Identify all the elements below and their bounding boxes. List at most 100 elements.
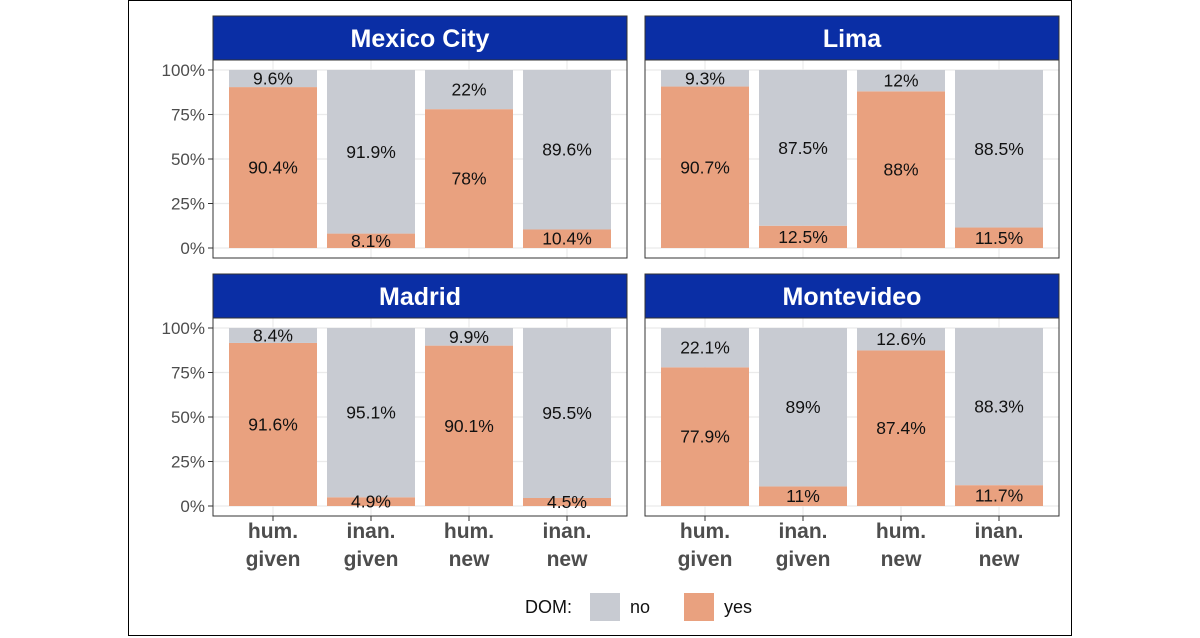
bar-no bbox=[425, 328, 513, 346]
bar-label-yes: 11.5% bbox=[975, 228, 1023, 248]
figure-frame bbox=[128, 0, 1072, 636]
bar-label-yes: 10.4% bbox=[542, 229, 592, 249]
bar-label-no: 88.3% bbox=[974, 397, 1024, 417]
y-tick-label: 75% bbox=[171, 106, 205, 125]
bar-label-yes: 88% bbox=[883, 160, 918, 180]
bar-label-no: 8.4% bbox=[253, 325, 293, 345]
bar-no bbox=[523, 328, 611, 498]
bar-yes bbox=[425, 109, 513, 248]
y-tick-label: 25% bbox=[171, 195, 205, 214]
x-tick-label-line2: given bbox=[344, 548, 399, 571]
legend-key-yes bbox=[684, 593, 714, 621]
legend-label-yes: yes bbox=[724, 597, 752, 617]
bar-label-no: 9.3% bbox=[685, 68, 725, 88]
bar-label-yes: 87.4% bbox=[876, 418, 926, 438]
bar-no bbox=[955, 70, 1043, 228]
bar-no bbox=[661, 70, 749, 87]
legend-label-no: no bbox=[630, 597, 650, 617]
bar-yes bbox=[229, 342, 317, 506]
bar-label-yes: 78% bbox=[451, 169, 486, 189]
bar-label-yes: 8.1% bbox=[351, 231, 391, 251]
x-tick-label-line1: hum. bbox=[444, 520, 494, 543]
bar-label-no: 9.9% bbox=[449, 327, 489, 347]
bar-yes bbox=[857, 350, 945, 506]
bar-yes bbox=[857, 91, 945, 248]
bar-no bbox=[229, 70, 317, 88]
bar-label-no: 95.5% bbox=[542, 403, 592, 423]
bar-label-no: 12% bbox=[883, 71, 918, 91]
bar-yes bbox=[229, 87, 317, 248]
bar-label-yes: 90.1% bbox=[444, 416, 494, 436]
bar-label-no: 89.6% bbox=[542, 140, 592, 160]
bar-label-no: 89% bbox=[785, 397, 820, 417]
bar-yes bbox=[425, 345, 513, 506]
facet-strip bbox=[212, 273, 628, 319]
facet-strip bbox=[644, 15, 1060, 61]
x-tick-label-line1: inan. bbox=[778, 520, 827, 543]
x-tick-label-line1: hum. bbox=[680, 520, 730, 543]
bar-yes bbox=[327, 233, 415, 248]
bar-label-no: 95.1% bbox=[346, 403, 396, 423]
bar-label-no: 12.6% bbox=[876, 329, 926, 349]
x-tick-label-line2: given bbox=[776, 548, 831, 571]
bar-no bbox=[229, 328, 317, 343]
bar-yes bbox=[759, 225, 847, 248]
bar-no bbox=[327, 328, 415, 498]
bar-no bbox=[759, 70, 847, 226]
bar-yes bbox=[661, 367, 749, 506]
bar-label-yes: 91.6% bbox=[248, 414, 298, 434]
bar-yes bbox=[955, 227, 1043, 248]
x-tick-label-line2: given bbox=[246, 548, 301, 571]
bar-label-no: 22.1% bbox=[680, 338, 730, 358]
x-tick-label-line1: hum. bbox=[876, 520, 926, 543]
x-tick-label-line2: new bbox=[979, 548, 1021, 571]
bar-label-yes: 11.7% bbox=[975, 486, 1023, 506]
y-tick-label: 75% bbox=[171, 364, 205, 383]
legend-title: DOM: bbox=[525, 597, 572, 617]
x-tick-label-line1: inan. bbox=[346, 520, 395, 543]
bar-no bbox=[425, 70, 513, 110]
panel-border bbox=[644, 317, 1060, 517]
bar-yes bbox=[661, 86, 749, 248]
legend-key-no bbox=[590, 593, 620, 621]
bar-label-yes: 11% bbox=[786, 486, 820, 506]
bar-label-yes: 4.5% bbox=[547, 492, 587, 512]
bar-yes bbox=[523, 229, 611, 248]
y-tick-label: 50% bbox=[171, 408, 205, 427]
panel-border bbox=[644, 59, 1060, 259]
bar-no bbox=[857, 328, 945, 351]
facet-title: Mexico City bbox=[351, 25, 490, 53]
bar-no bbox=[955, 328, 1043, 486]
bar-label-no: 88.5% bbox=[974, 139, 1024, 159]
bar-yes bbox=[523, 497, 611, 506]
x-tick-label-line1: inan. bbox=[974, 520, 1023, 543]
x-tick-label-line2: new bbox=[881, 548, 923, 571]
bar-no bbox=[523, 70, 611, 230]
bar-no bbox=[661, 328, 749, 368]
bar-yes bbox=[327, 497, 415, 506]
bar-label-yes: 12.5% bbox=[778, 227, 828, 247]
facet-title: Lima bbox=[823, 25, 882, 53]
x-tick-label-line2: new bbox=[449, 548, 491, 571]
x-tick-label-line2: new bbox=[547, 548, 589, 571]
bar-label-no: 91.9% bbox=[346, 142, 396, 162]
facet-title: Madrid bbox=[379, 283, 461, 311]
facet-title: Montevideo bbox=[783, 283, 922, 311]
bar-yes bbox=[759, 486, 847, 506]
bar-label-no: 9.6% bbox=[253, 69, 293, 89]
x-tick-label-line2: given bbox=[678, 548, 733, 571]
bar-label-yes: 90.4% bbox=[248, 158, 298, 178]
y-tick-label: 25% bbox=[171, 453, 205, 472]
bar-yes bbox=[955, 485, 1043, 506]
bar-no bbox=[759, 328, 847, 487]
x-tick-label-line1: inan. bbox=[542, 520, 591, 543]
x-tick-label-line1: hum. bbox=[248, 520, 298, 543]
bar-label-yes: 4.9% bbox=[351, 492, 391, 512]
y-tick-label: 0% bbox=[180, 239, 205, 258]
bar-no bbox=[857, 70, 945, 92]
bar-label-no: 87.5% bbox=[778, 138, 828, 158]
y-tick-label: 100% bbox=[162, 319, 205, 338]
y-tick-label: 50% bbox=[171, 150, 205, 169]
bar-label-no: 22% bbox=[451, 80, 486, 100]
